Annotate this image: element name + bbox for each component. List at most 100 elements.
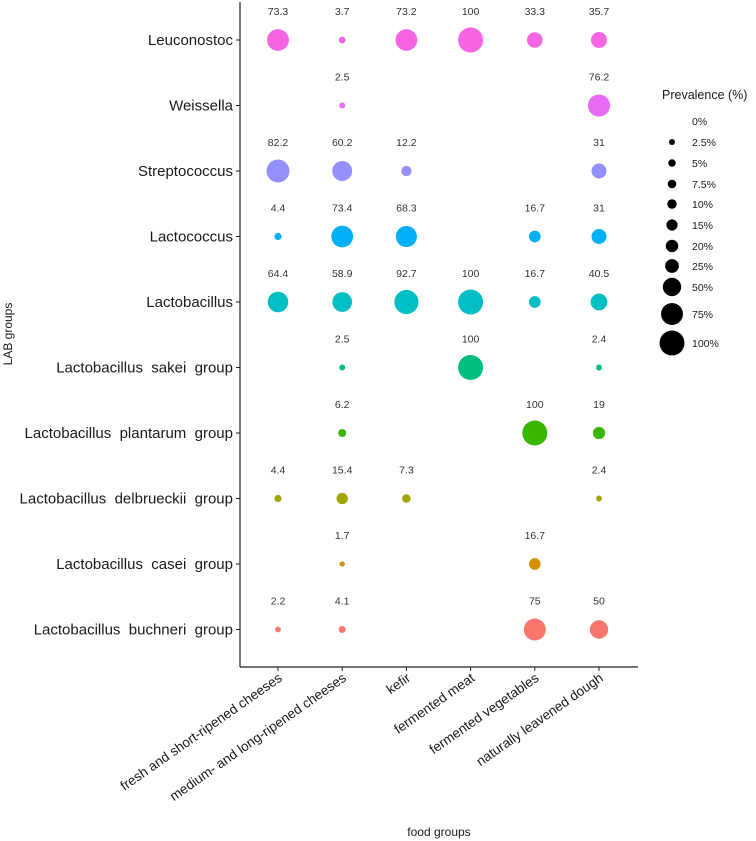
bubble-weissella-naturally-leavened-dough (587, 94, 611, 117)
value-label: 50 (593, 596, 605, 608)
value-label: 31 (593, 203, 605, 215)
value-label: 60.2 (332, 137, 353, 149)
legend-label-10: 10% (692, 199, 713, 211)
bubble-lactobacillus-medium-and-long-ripened-cheeses (332, 292, 353, 312)
x-tick-fermented-vegetables: fermented vegetables (427, 670, 542, 757)
bubble-leuconostoc-fermented-meat (458, 27, 484, 53)
y-tick-lactobacillus-plantarum-group: Lactobacillus plantarum group (25, 425, 233, 442)
bubble-lactobacillus-fermented-meat (458, 289, 484, 315)
legend-key-15 (666, 219, 678, 231)
bubbles (266, 27, 611, 641)
legend-label-75: 75% (692, 309, 713, 321)
bubble-leuconostoc-naturally-leavened-dough (591, 32, 607, 48)
legend-key-25 (665, 259, 679, 273)
value-label: 64.4 (268, 268, 289, 280)
x-axis-title: food groups (407, 825, 470, 839)
value-label: 2.5 (335, 334, 350, 346)
value-label: 16.7 (525, 203, 546, 215)
value-label: 100 (462, 334, 480, 346)
value-label: 4.4 (271, 465, 286, 477)
bubble-lactobacillus-sakei-group-medium-and-long-ripened-cheeses (339, 364, 346, 371)
bubble-lactococcus-fresh-and-short-ripened-cheeses (274, 232, 282, 241)
value-label: 7.3 (399, 465, 414, 477)
value-label: 73.2 (396, 6, 417, 18)
legend-key-75 (661, 303, 683, 325)
value-label: 100 (462, 268, 480, 280)
value-label: 4.4 (271, 203, 286, 215)
legend-label-7-5: 7.5% (692, 179, 716, 191)
y-tick-streptococcus: Streptococcus (138, 163, 233, 180)
bubble-lactobacillus-delbrueckii-group-fresh-and-short-ripened-cheeses (274, 494, 282, 503)
legend-label-50: 50% (692, 282, 713, 294)
value-label: 92.7 (396, 268, 417, 280)
value-label: 35.7 (589, 6, 610, 18)
y-tick-lactobacillus-casei-group: Lactobacillus casei group (56, 556, 233, 573)
bubble-lactobacillus-casei-group-fermented-vegetables (528, 558, 541, 570)
bubble-lactobacillus-buchneri-group-medium-and-long-ripened-cheeses (338, 626, 346, 633)
value-label: 40.5 (589, 268, 610, 280)
bubble-lactobacillus-casei-group-medium-and-long-ripened-cheeses (339, 561, 345, 567)
legend-key-7-5 (667, 179, 677, 189)
value-label: 6.2 (335, 399, 350, 411)
legend-key-20 (665, 239, 679, 253)
value-label: 19 (593, 399, 605, 411)
bubble-lactococcus-fermented-vegetables (528, 230, 541, 243)
y-tick-labels: Leuconostoc Weissella Streptococcus Lactoco… (20, 32, 240, 639)
value-label: 100 (462, 6, 480, 18)
value-labels: 73.3 3.7 73.2 100 33.3 35.7 2.5 76.2 82.2 60.2 12.… (268, 6, 610, 608)
bubble-weissella-medium-and-long-ripened-cheeses (339, 102, 346, 109)
value-label: 75 (529, 596, 541, 608)
bubble-lactococcus-medium-and-long-ripened-cheeses (331, 225, 354, 248)
y-tick-lactobacillus-delbrueckii-group: Lactobacillus delbrueckii group (20, 491, 233, 508)
bubble-lactobacillus-sakei-group-fermented-meat (458, 355, 484, 380)
bubble-lactobacillus-delbrueckii-group-kefir (402, 494, 411, 503)
bubble-lactobacillus-plantarum-group-naturally-leavened-dough (592, 426, 606, 440)
bubble-leuconostoc-kefir (395, 29, 418, 51)
value-label: 58.9 (332, 268, 353, 280)
value-label: 2.4 (592, 465, 607, 477)
legend-label-25: 25% (692, 261, 713, 273)
value-label: 33.3 (525, 6, 546, 18)
legend-label-100: 100% (692, 338, 719, 350)
bubble-leuconostoc-fresh-and-short-ripened-cheeses (267, 29, 289, 51)
bubble-lactobacillus-fresh-and-short-ripened-cheeses (267, 291, 289, 313)
legend-label-15: 15% (692, 220, 713, 232)
bubble-leuconostoc-fermented-vegetables (527, 32, 543, 48)
bubble-lactobacillus-sakei-group-naturally-leavened-dough (596, 364, 602, 371)
value-label: 100 (526, 399, 544, 411)
legend-label-5: 5% (692, 158, 707, 170)
value-label: 16.7 (525, 530, 546, 542)
value-label: 73.4 (332, 203, 353, 215)
y-tick-weissella: Weissella (169, 98, 234, 115)
bubble-lactobacillus-buchneri-group-fresh-and-short-ripened-cheeses (275, 626, 281, 633)
value-label: 16.7 (525, 268, 546, 280)
value-label: 1.7 (335, 530, 350, 542)
bubble-lactobacillus-delbrueckii-group-medium-and-long-ripened-cheeses (336, 492, 348, 505)
bubble-lactococcus-kefir (395, 225, 417, 248)
bubble-streptococcus-fresh-and-short-ripened-cheeses (266, 159, 290, 183)
value-label: 31 (593, 137, 605, 149)
bubble-lactobacillus-naturally-leavened-dough (590, 293, 608, 311)
legend-key-5 (668, 159, 676, 167)
bubble-lactobacillus-buchneri-group-fermented-vegetables (523, 618, 546, 641)
bubble-streptococcus-naturally-leavened-dough (591, 163, 607, 179)
y-tick-leuconostoc: Leuconostoc (148, 32, 234, 49)
x-tick-kefir: kefir (384, 670, 414, 697)
bubble-lactobacillus-delbrueckii-group-naturally-leavened-dough (596, 495, 602, 502)
value-label: 15.4 (332, 465, 353, 477)
bubble-lactobacillus-kefir (394, 289, 419, 315)
x-tick-naturally-leavened-dough: naturally leavened dough (474, 670, 606, 769)
legend-key-50 (662, 277, 682, 297)
bubble-leuconostoc-medium-and-long-ripened-cheeses (338, 36, 346, 44)
y-tick-lactobacillus: Lactobacillus (146, 294, 233, 311)
legend-title: Prevalence (%) (662, 88, 747, 102)
y-tick-lactococcus: Lactococcus (150, 229, 233, 246)
legend-label-0: 0% (692, 116, 707, 128)
bubble-lactobacillus-plantarum-group-fermented-vegetables (522, 420, 548, 446)
value-label: 12.2 (396, 137, 417, 149)
bubble-streptococcus-medium-and-long-ripened-cheeses (332, 161, 353, 181)
legend-key-2-5 (669, 139, 675, 145)
bubble-lactobacillus-buchneri-group-naturally-leavened-dough (589, 620, 609, 639)
value-label: 82.2 (268, 137, 289, 149)
